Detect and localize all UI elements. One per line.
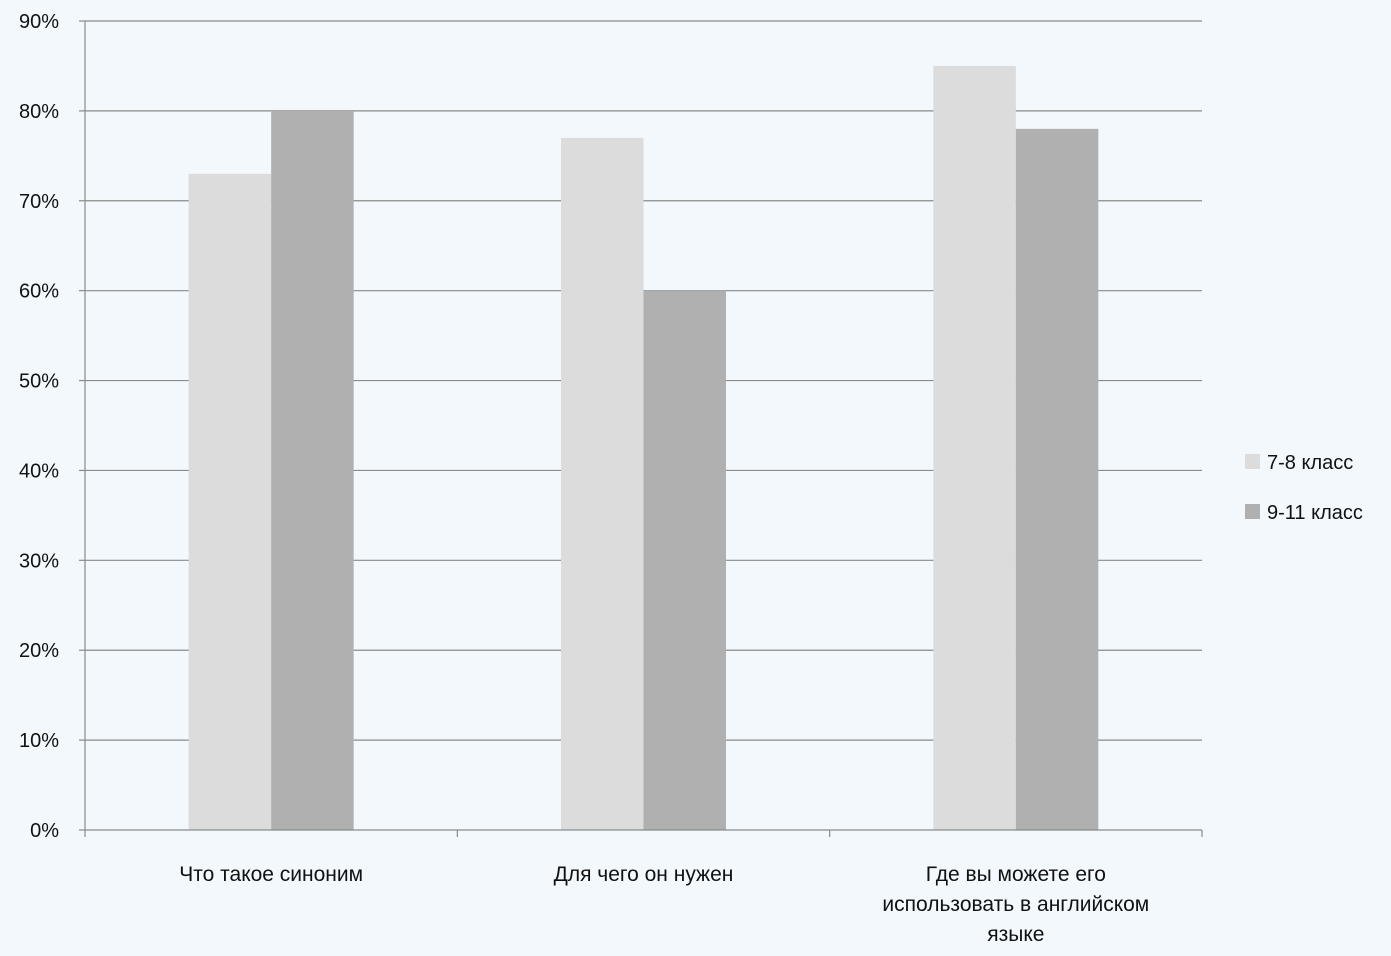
x-tick-label: использовать в английском bbox=[882, 893, 1149, 916]
y-tick-label: 10% bbox=[19, 730, 59, 752]
axes bbox=[79, 20, 1203, 837]
y-tick-label: 0% bbox=[30, 820, 59, 842]
x-tick-label: Что такое синоним bbox=[179, 863, 363, 886]
bars bbox=[188, 65, 1099, 831]
bar bbox=[271, 110, 354, 830]
x-tick-label: Где вы можете его bbox=[926, 863, 1106, 886]
axis-labels: 0% 10% 20% 30% 40% 50% 60% 70% 80% 90% Что такое с… bbox=[19, 11, 1149, 946]
y-tick-label: 30% bbox=[19, 550, 59, 572]
y-tick-label: 20% bbox=[19, 640, 59, 662]
x-tick-label: языке bbox=[987, 923, 1044, 946]
y-tick-label: 60% bbox=[19, 281, 59, 303]
legend: 7-8 класс 9-11 класс bbox=[1245, 452, 1363, 524]
bar bbox=[188, 173, 272, 831]
bar bbox=[643, 290, 726, 831]
legend-label: 9-11 класс bbox=[1267, 502, 1363, 524]
y-tick-label: 40% bbox=[19, 460, 59, 482]
legend-label: 7-8 класс bbox=[1267, 452, 1353, 474]
y-tick-label: 90% bbox=[19, 11, 59, 33]
legend-swatch bbox=[1245, 504, 1260, 519]
y-tick-label: 50% bbox=[19, 371, 59, 393]
bar bbox=[1015, 128, 1099, 830]
y-tick-label: 70% bbox=[19, 191, 59, 213]
legend-swatch bbox=[1245, 454, 1260, 469]
x-tick-label: Для чего он нужен bbox=[554, 863, 734, 886]
y-tick-label: 80% bbox=[19, 101, 59, 123]
bar bbox=[561, 137, 644, 830]
bar bbox=[933, 65, 1016, 830]
